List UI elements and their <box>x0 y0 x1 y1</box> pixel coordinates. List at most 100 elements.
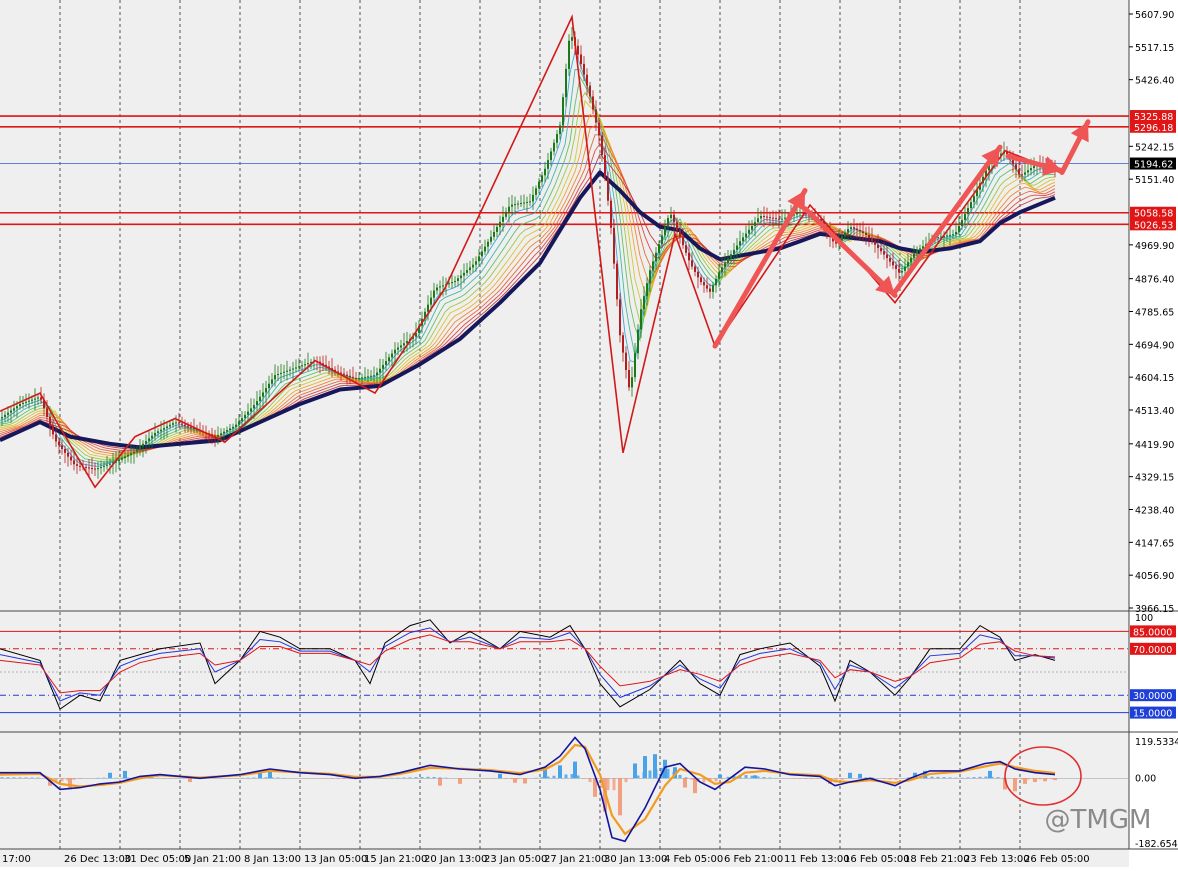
candle-body <box>457 278 459 281</box>
time-tick-label: 20 Jan 13:00 <box>424 854 487 865</box>
macd-histogram-bar <box>79 778 82 779</box>
candle-body <box>490 237 492 242</box>
candle-body <box>715 279 717 286</box>
time-tick-label: 11 Feb 13:00 <box>784 854 850 865</box>
candle-body <box>358 378 360 379</box>
time-tick-label: 31 Dec 05:00 <box>124 854 191 865</box>
candle-body <box>349 376 351 377</box>
time-tick-label: 27 Jan 21:00 <box>544 854 607 865</box>
price-tick-label: 4513.40 <box>1135 406 1174 417</box>
candle-body <box>184 425 186 426</box>
candle-body <box>238 421 240 424</box>
macd-histogram-bar <box>121 778 124 779</box>
candle-body <box>667 218 669 227</box>
candle-body <box>544 169 546 176</box>
candle-body <box>592 96 594 109</box>
candle-body <box>679 230 681 238</box>
candle-body <box>496 227 498 232</box>
macd-histogram-bar <box>108 773 112 779</box>
time-tick-label: 23 Feb 13:00 <box>964 854 1030 865</box>
candle-body <box>250 408 252 411</box>
candle-body <box>520 203 522 204</box>
candle-body <box>505 212 507 217</box>
candle-body <box>748 230 750 234</box>
macd-histogram-bar <box>559 775 562 778</box>
candle-body <box>493 232 495 237</box>
macd-histogram-bar <box>817 778 820 779</box>
candle-body <box>766 217 768 218</box>
candle-body <box>604 155 606 178</box>
candle-body <box>853 227 855 228</box>
candle-body <box>172 423 174 425</box>
macd-histogram-bar <box>103 778 106 779</box>
candle-body <box>298 366 300 367</box>
macd-histogram-bar <box>811 778 814 779</box>
macd-histogram-bar <box>1039 778 1042 779</box>
candle-body <box>361 377 363 378</box>
price-tick-label: 4419.90 <box>1135 440 1174 451</box>
candle-body <box>517 204 519 205</box>
oscillator-level-label: 70.0000 <box>1133 645 1172 656</box>
candle-body <box>775 218 777 219</box>
candle-body <box>772 218 774 219</box>
time-tick-label: 18 Feb 21:00 <box>904 854 970 865</box>
candle-body <box>724 263 726 267</box>
candle-body <box>178 422 180 423</box>
candle-body <box>958 226 960 232</box>
candle-body <box>160 430 162 432</box>
candle-body <box>295 367 297 368</box>
macd-histogram-bar <box>523 778 526 779</box>
macd-histogram-bar <box>757 776 760 778</box>
macd-histogram-bar <box>753 775 757 778</box>
candle-body <box>352 377 354 378</box>
candle-body <box>10 411 12 413</box>
macd-histogram-bar <box>97 778 100 779</box>
macd-histogram-bar <box>931 777 934 779</box>
candle-body <box>1021 174 1023 175</box>
candle-body <box>118 460 120 462</box>
candle-body <box>379 369 381 373</box>
candle-body <box>532 195 534 202</box>
candle-body <box>271 379 273 383</box>
macd-histogram-bar <box>721 778 724 779</box>
macd-histogram-bar <box>625 778 628 782</box>
candle-body <box>529 201 531 202</box>
candle-body <box>292 369 294 370</box>
macd-histogram-bar <box>715 778 718 781</box>
macd-histogram-bar <box>37 778 40 779</box>
macd-histogram-bar <box>415 777 418 778</box>
macd-histogram-bar <box>505 778 508 779</box>
candle-body <box>148 438 150 441</box>
candle-body <box>760 216 762 218</box>
candle-body <box>139 447 141 450</box>
candle-body <box>550 151 552 160</box>
candle-body <box>106 465 108 466</box>
macd-histogram-bar <box>13 777 16 778</box>
candle-body <box>436 287 438 290</box>
candle-body <box>706 285 708 288</box>
candle-body <box>220 433 222 435</box>
candle-body <box>46 408 48 417</box>
candle-body <box>865 233 867 235</box>
price-tick-label: 5426.40 <box>1135 76 1174 87</box>
macd-histogram-bar <box>1 777 4 778</box>
candle-body <box>388 357 390 361</box>
candle-body <box>175 422 177 423</box>
macd-histogram-bar <box>513 778 517 782</box>
candle-body <box>880 248 882 251</box>
macd-axis-label: 0.00 <box>1135 773 1156 784</box>
candle-body <box>670 215 672 218</box>
candle-body <box>262 392 264 396</box>
candle-body <box>1024 172 1026 174</box>
candle-body <box>247 412 249 415</box>
macd-histogram-bar <box>925 777 928 779</box>
candle-body <box>964 214 966 220</box>
candle-body <box>661 235 663 244</box>
macd-histogram-bar <box>718 775 722 779</box>
macd-histogram-bar <box>573 762 577 779</box>
price-tick-label: 4238.40 <box>1135 505 1174 516</box>
macd-histogram-bar <box>31 778 34 779</box>
candle-body <box>721 267 723 272</box>
candle-body <box>883 251 885 254</box>
macd-histogram-bar <box>858 774 862 778</box>
